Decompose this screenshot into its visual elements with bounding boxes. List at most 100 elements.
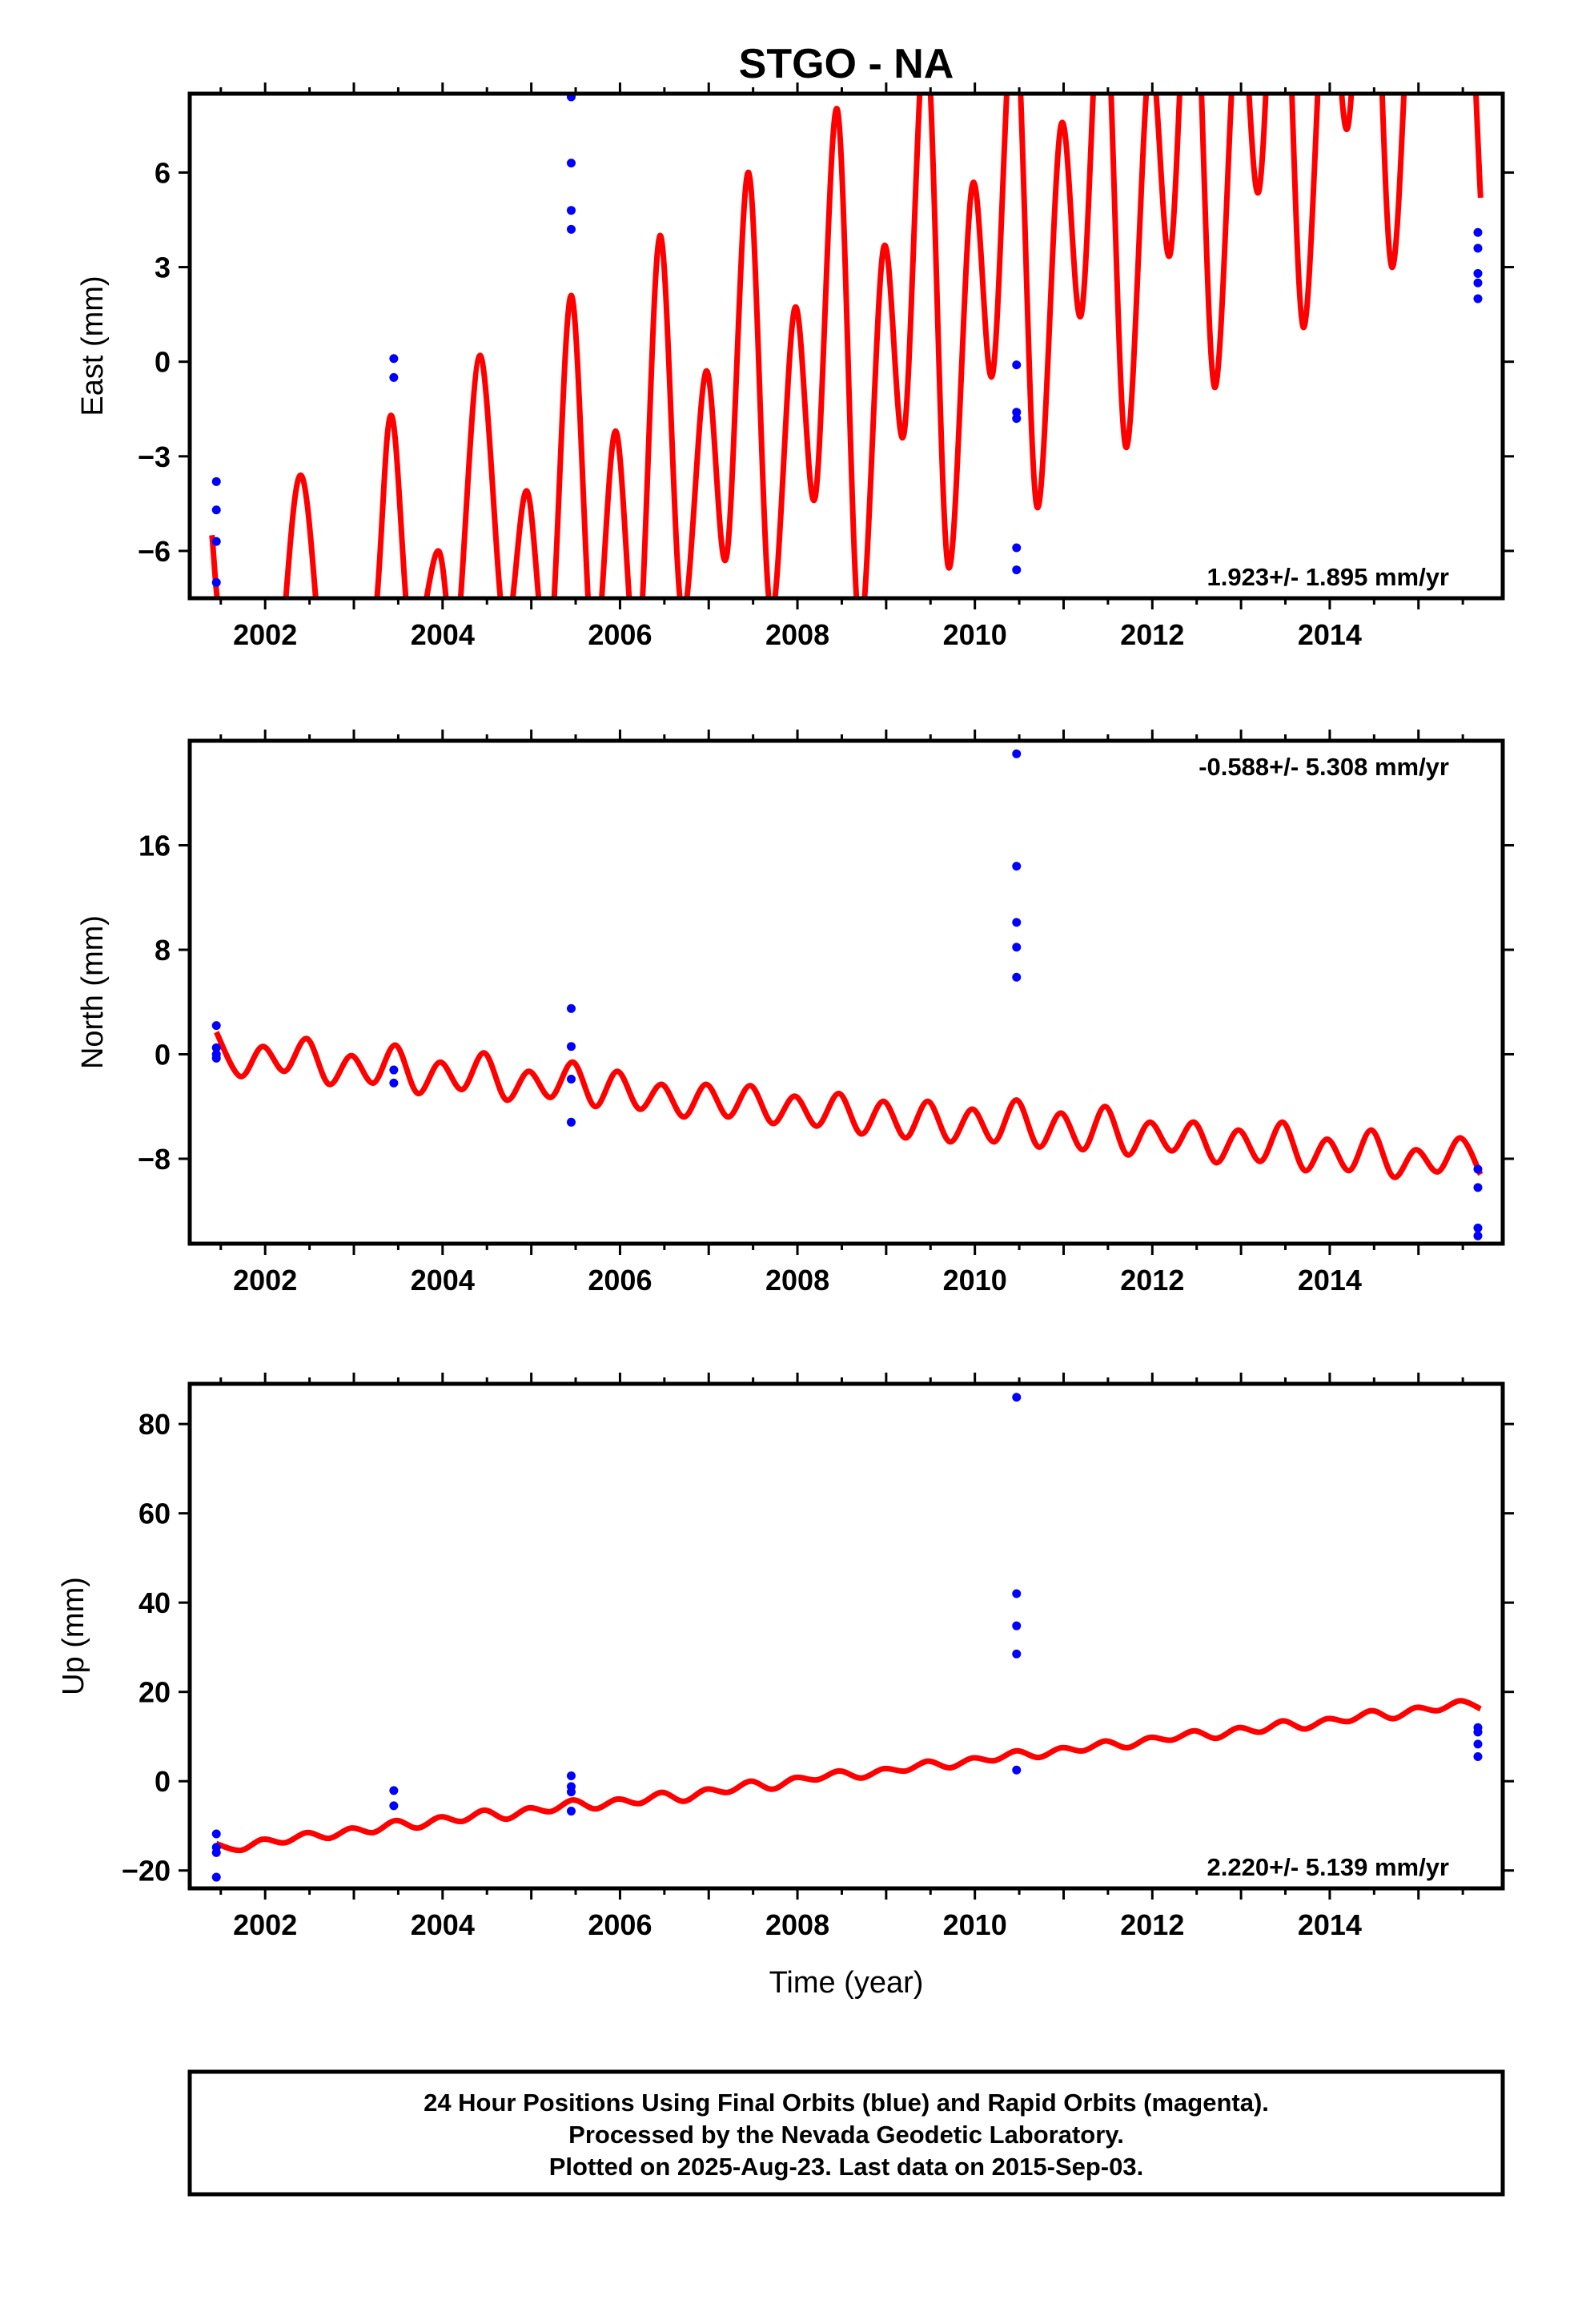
data-point (211, 1829, 221, 1839)
data-point (566, 1074, 576, 1084)
data-point (389, 1801, 399, 1811)
data-point (1012, 543, 1022, 553)
x-tick-label: 2004 (411, 1908, 475, 1941)
y-tick-label: −20 (122, 1855, 171, 1888)
y-tick-label: 8 (155, 934, 171, 967)
data-point (1473, 1727, 1483, 1737)
data-point (1473, 294, 1483, 304)
x-tick-label: 2006 (588, 1908, 652, 1941)
y-tick-label: 3 (155, 251, 171, 284)
x-tick-label: 2014 (1298, 618, 1362, 651)
data-point (389, 1065, 399, 1075)
data-point (211, 1872, 221, 1882)
data-point (566, 1003, 576, 1013)
y-tick-label: 40 (139, 1586, 171, 1619)
data-point (389, 372, 399, 382)
data-point (1012, 972, 1022, 982)
data-point (1473, 1164, 1483, 1174)
y-tick-label: 6 (155, 156, 171, 189)
data-point (211, 476, 221, 486)
data-point (1473, 1739, 1483, 1749)
data-point (1473, 1231, 1483, 1240)
x-tick-label: 2012 (1120, 1264, 1184, 1297)
x-tick-label: 2008 (765, 618, 829, 651)
data-point (1012, 1589, 1022, 1598)
y-tick-label: 60 (139, 1498, 171, 1530)
y-tick-label: −3 (138, 440, 171, 473)
data-point (1012, 918, 1022, 927)
y-tick-label: 16 (139, 829, 171, 862)
data-point (1012, 408, 1022, 417)
data-point (1012, 1649, 1022, 1659)
data-point (566, 159, 576, 168)
data-point (1012, 1621, 1022, 1630)
data-point (1012, 749, 1022, 758)
data-point (566, 206, 576, 215)
data-point (566, 224, 576, 234)
y-tick-label: 0 (155, 1765, 171, 1798)
x-tick-label: 2006 (588, 618, 652, 651)
y-axis-label: East (mm) (76, 275, 110, 416)
rate-annotation: -0.588+/- 5.308 mm/yr (1199, 753, 1449, 781)
data-point (1473, 1752, 1483, 1762)
data-point (1473, 243, 1483, 253)
x-tick-label: 2002 (233, 1908, 297, 1941)
data-point (566, 1771, 576, 1781)
x-axis-label: Time (year) (769, 1966, 924, 2000)
data-point (1012, 565, 1022, 575)
y-axis-label: North (mm) (76, 915, 110, 1069)
x-tick-label: 2010 (943, 1908, 1007, 1941)
y-tick-label: 0 (155, 1038, 171, 1071)
x-tick-label: 2004 (411, 618, 475, 651)
y-tick-label: 20 (139, 1676, 171, 1709)
data-point (1012, 1393, 1022, 1402)
data-point (1473, 227, 1483, 237)
data-point (389, 1786, 399, 1795)
chart-title: STGO - NA (739, 41, 954, 87)
rate-annotation: 2.220+/- 5.139 mm/yr (1207, 1853, 1449, 1881)
data-point (1473, 278, 1483, 287)
y-tick-label: −6 (138, 535, 171, 568)
plot-frame (187, 91, 1505, 601)
model-curve (214, 1031, 1484, 1180)
data-point (566, 1117, 576, 1127)
data-point (566, 1042, 576, 1051)
footer-line-3: Plotted on 2025-Aug-23. Last data on 201… (549, 2153, 1143, 2181)
data-point (211, 537, 221, 546)
plot-frame (187, 1381, 1505, 1891)
data-point (1012, 943, 1022, 952)
y-tick-label: −8 (138, 1143, 171, 1176)
panel-up: 2002 2004 2006 2008 2010 2012 2014 −20 0 20 40 60 80… (57, 1373, 1514, 1941)
data-point (1473, 1223, 1483, 1232)
footer-box: 24 Hour Positions Using Final Orbits (bl… (187, 2069, 1505, 2197)
data-point (211, 1053, 221, 1063)
data-point (1473, 268, 1483, 278)
data-point (1012, 414, 1022, 424)
data-point (566, 1807, 576, 1816)
rate-annotation: 1.923+/- 1.895 mm/yr (1207, 563, 1449, 591)
x-tick-label: 2010 (943, 618, 1007, 651)
footer-line-1: 24 Hour Positions Using Final Orbits (bl… (424, 2089, 1269, 2117)
x-tick-label: 2010 (943, 1264, 1007, 1297)
data-point (389, 1078, 399, 1088)
panel-north: 2002 2004 2006 2008 2010 2012 2014 −8 0 8 16 North … (76, 730, 1514, 1297)
x-tick-label: 2008 (765, 1264, 829, 1297)
plot-frame (187, 738, 1505, 1246)
x-tick-label: 2002 (233, 618, 297, 651)
data-point (1012, 360, 1022, 370)
data-point (1012, 1765, 1022, 1775)
data-point (1012, 862, 1022, 871)
x-tick-label: 2006 (588, 1264, 652, 1297)
x-tick-label: 2008 (765, 1908, 829, 1941)
data-point (389, 354, 399, 364)
y-tick-label: 0 (155, 346, 171, 379)
x-tick-label: 2002 (233, 1264, 297, 1297)
x-tick-label: 2014 (1298, 1908, 1362, 1941)
data-point (211, 1021, 221, 1031)
y-tick-label: 80 (139, 1408, 171, 1441)
data-point (1473, 1183, 1483, 1192)
footer-line-2: Processed by the Nevada Geodetic Laborat… (568, 2121, 1124, 2149)
x-tick-label: 2014 (1298, 1264, 1362, 1297)
data-point (211, 1848, 221, 1857)
